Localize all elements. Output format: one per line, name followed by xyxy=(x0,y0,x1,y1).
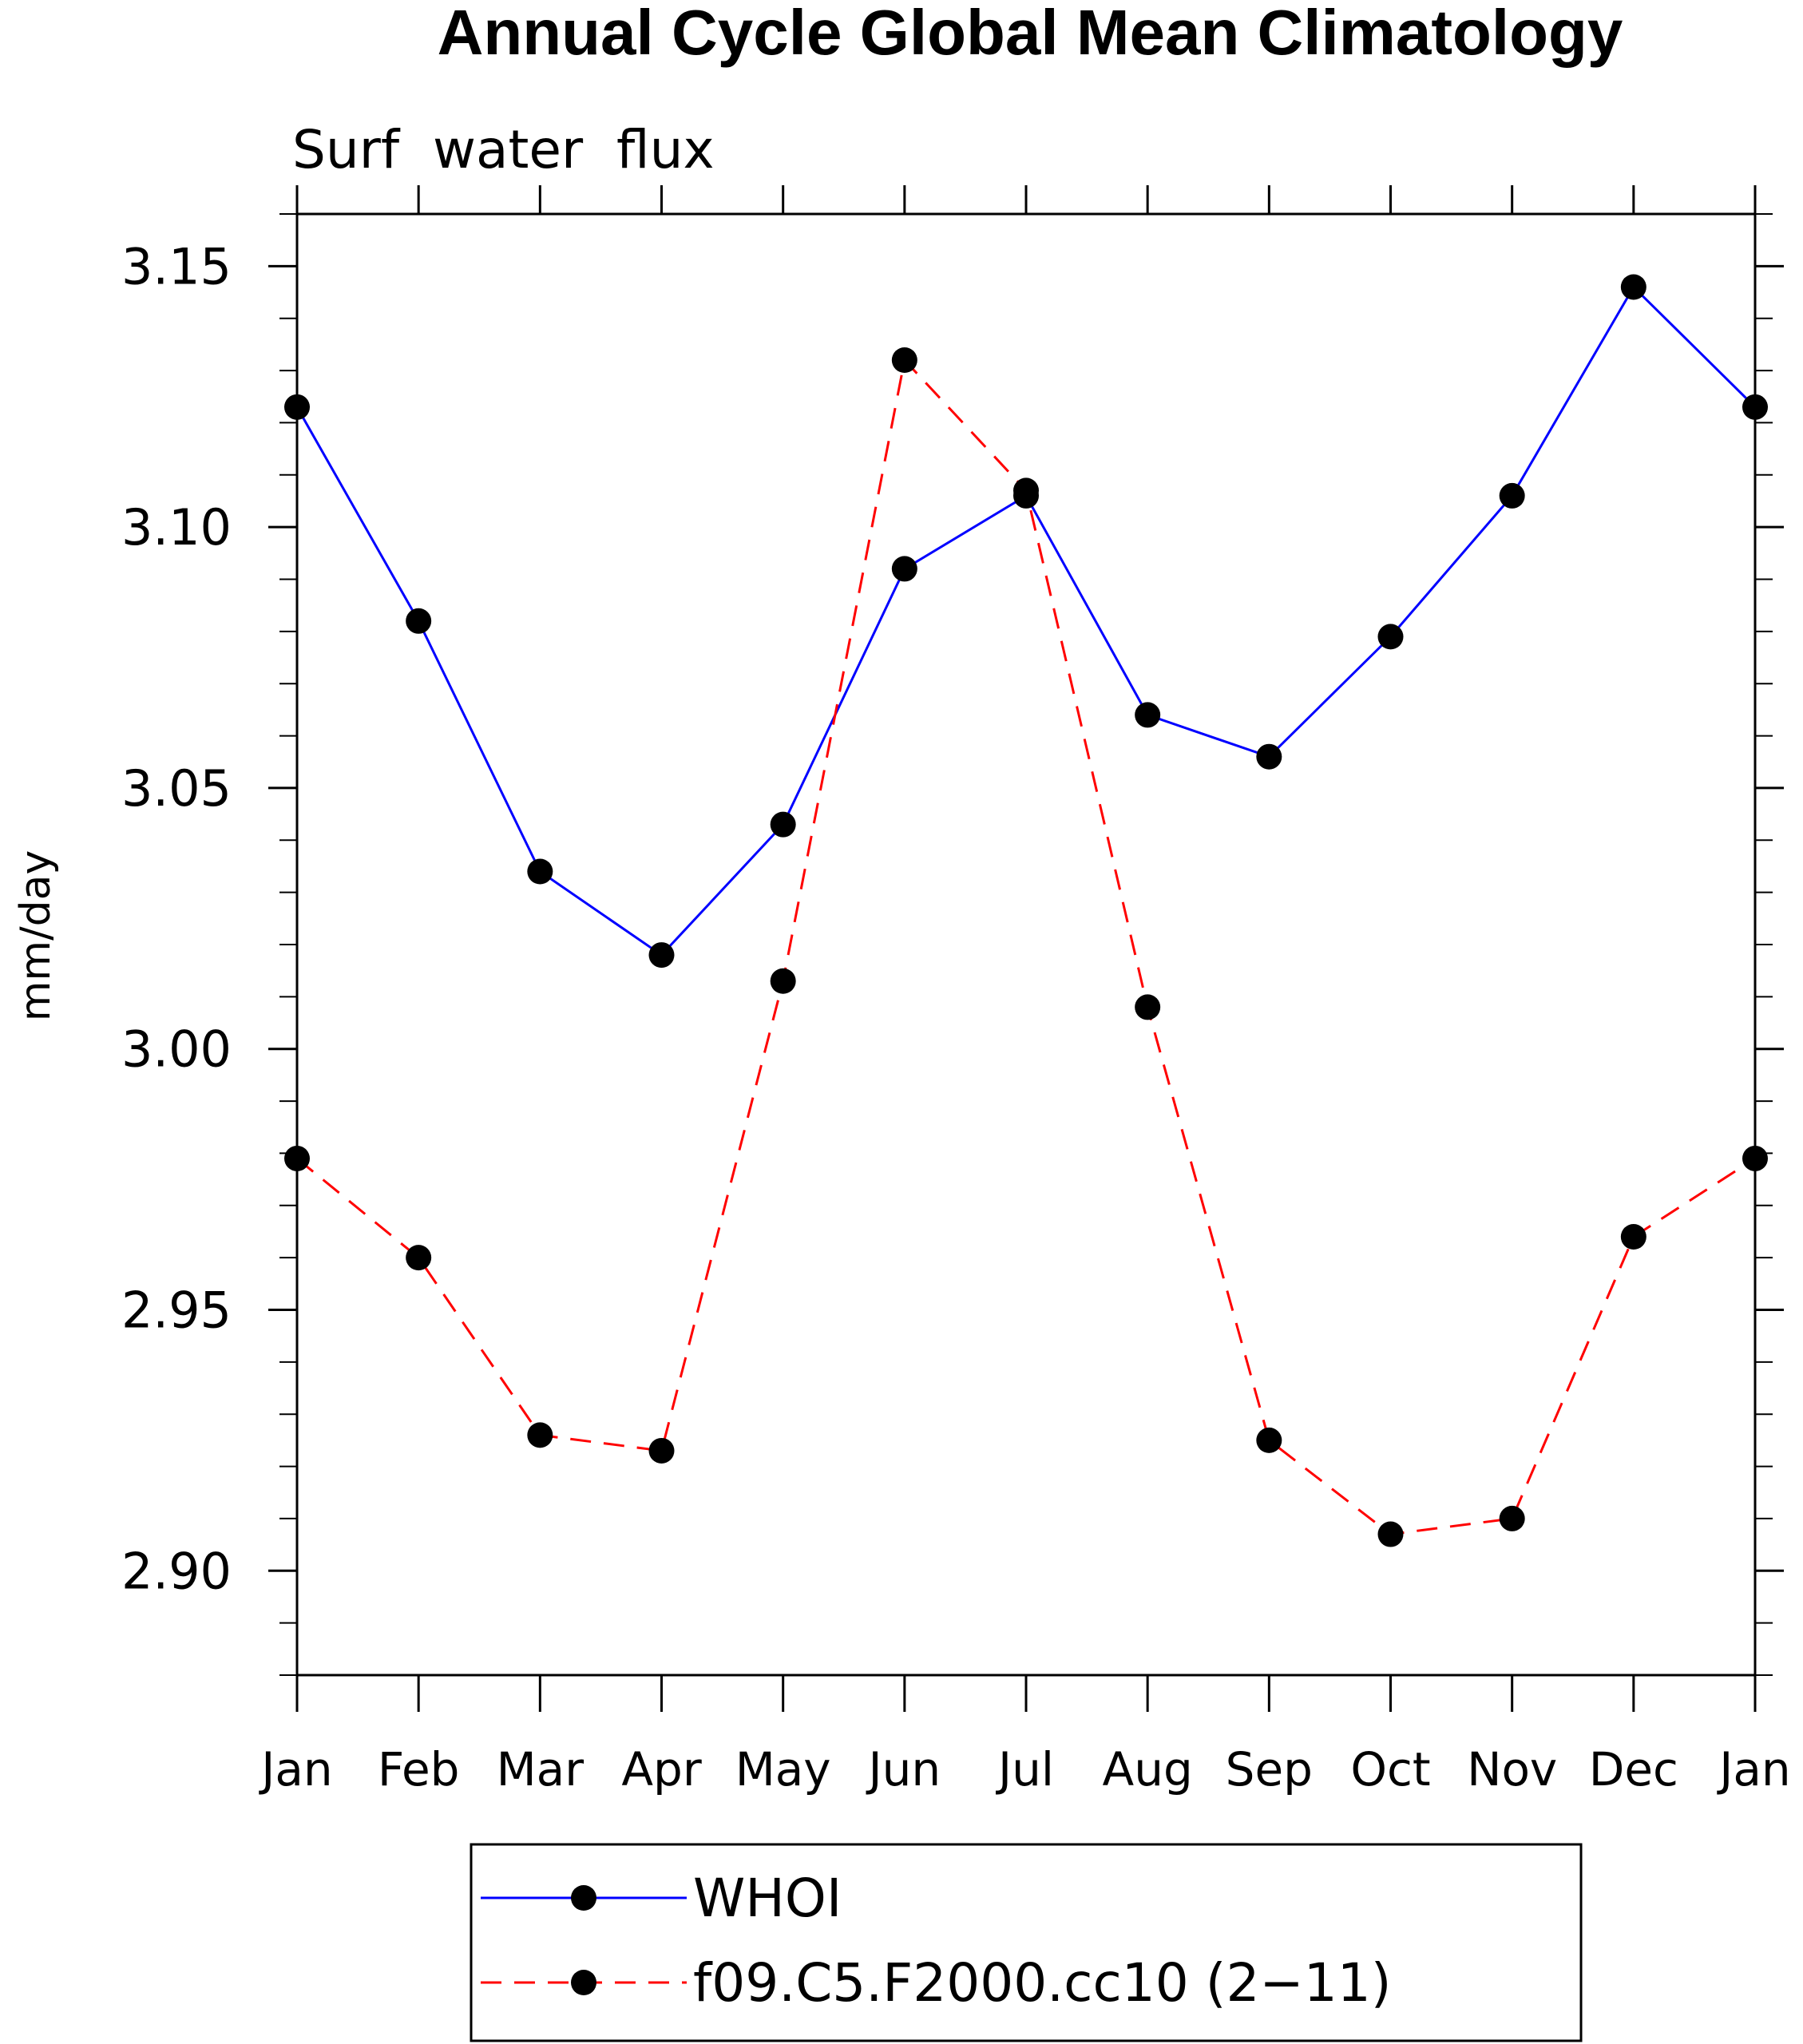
data-point xyxy=(1620,274,1646,300)
x-tick-label: Feb xyxy=(378,1742,460,1796)
x-tick-labels: Jan Feb Mar Apr May Jun Jul Aug Sep Oct Nov Dec Jan xyxy=(259,1742,1790,1796)
data-point xyxy=(1377,1521,1404,1547)
data-point xyxy=(1135,702,1161,728)
x-tick-label: Apr xyxy=(621,1742,701,1796)
data-point xyxy=(1377,624,1404,650)
x-tick-label: Jul xyxy=(996,1742,1054,1796)
chart-subtitle: Surf water flux xyxy=(292,119,715,180)
data-point xyxy=(891,556,917,582)
x-tick-label: Jan xyxy=(259,1742,332,1796)
data-point xyxy=(1620,1224,1646,1250)
x-tick-label: Oct xyxy=(1350,1742,1430,1796)
x-tick-label: Mar xyxy=(497,1742,584,1796)
data-point xyxy=(1256,1427,1282,1453)
y-axis-label: mm/day xyxy=(12,850,60,1021)
y-tick-label: 2.95 xyxy=(121,1281,232,1340)
data-point xyxy=(527,1422,553,1448)
x-tick-label: Aug xyxy=(1103,1742,1193,1796)
data-point xyxy=(648,942,675,969)
legend-marker-f09 xyxy=(571,1970,596,1995)
data-point xyxy=(406,608,432,634)
y-tick-labels: 2.90 2.95 3.00 3.05 3.10 3.15 xyxy=(121,237,232,1600)
x-tick-label: Nov xyxy=(1467,1742,1557,1796)
plot-frame xyxy=(295,212,1757,1677)
data-point xyxy=(1256,743,1282,770)
legend-box xyxy=(470,1843,1583,2042)
series-line xyxy=(295,285,1757,957)
y-tick-label: 3.05 xyxy=(121,759,232,818)
chart-title: Annual Cycle Global Mean Climatology xyxy=(438,0,1623,68)
series-line xyxy=(296,357,1756,1536)
y-tick-label: 3.15 xyxy=(121,237,232,295)
y-tick-label: 2.90 xyxy=(121,1542,232,1600)
data-point xyxy=(1135,994,1161,1020)
x-tick-label: Jun xyxy=(866,1742,941,1796)
y-tick-label: 3.10 xyxy=(121,498,232,557)
x-tick-label: May xyxy=(735,1742,831,1796)
data-point xyxy=(770,968,796,994)
x-tick-label: Dec xyxy=(1589,1742,1678,1796)
x-tick-label: Jan xyxy=(1717,1742,1790,1796)
data-series xyxy=(284,274,1768,1547)
axis-ticks xyxy=(268,185,1784,1712)
data-point xyxy=(648,1437,675,1464)
legend-marker-whoi xyxy=(571,1885,596,1911)
data-point xyxy=(406,1245,432,1271)
data-point xyxy=(1499,482,1525,509)
x-tick-label: Sep xyxy=(1226,1742,1313,1796)
data-point xyxy=(770,811,796,838)
legend-label-f09: f09.C5.F2000.cc10 (2−11) xyxy=(693,1952,1391,2014)
data-point xyxy=(527,858,553,885)
y-tick-label: 3.00 xyxy=(121,1020,232,1079)
legend: WHOI f09.C5.F2000.cc10 (2−11) xyxy=(470,1843,1583,2042)
data-point xyxy=(1013,477,1039,504)
data-point xyxy=(891,347,917,373)
legend-label-whoi: WHOI xyxy=(693,1868,842,1929)
data-point xyxy=(1499,1505,1525,1531)
